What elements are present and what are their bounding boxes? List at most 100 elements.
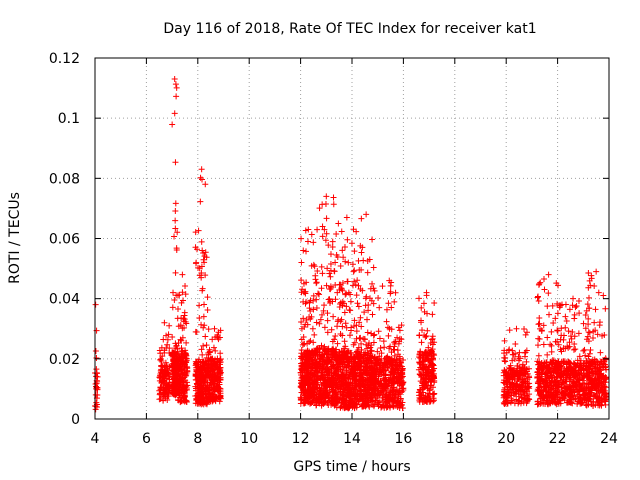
data-point [358, 266, 365, 273]
data-point [310, 306, 317, 313]
data-point [571, 340, 578, 347]
data-point [425, 344, 432, 351]
data-point [201, 301, 208, 308]
data-point [333, 230, 340, 237]
data-point [329, 354, 336, 361]
data-point [357, 387, 364, 394]
data-point [417, 392, 424, 399]
data-point [509, 357, 516, 364]
data-point [195, 227, 202, 234]
data-point [307, 297, 314, 304]
data-point [324, 365, 331, 372]
data-point [316, 358, 323, 365]
data-point [336, 377, 343, 384]
data-point [299, 341, 306, 348]
data-point [171, 76, 178, 83]
data-point [376, 335, 383, 342]
data-point [166, 345, 173, 352]
data-point [353, 322, 360, 329]
data-point [566, 306, 573, 313]
data-point [183, 339, 190, 346]
data-point [308, 231, 315, 238]
data-point [416, 359, 423, 366]
data-point [522, 353, 528, 360]
data-point [195, 389, 202, 396]
data-point [308, 313, 315, 320]
data-point [355, 303, 362, 310]
data-point [537, 388, 544, 395]
data-point [544, 365, 551, 372]
data-point [567, 333, 574, 340]
data-point [343, 364, 350, 371]
data-point [354, 362, 361, 369]
data-point [172, 225, 179, 232]
data-point [161, 366, 168, 373]
data-point [540, 322, 547, 329]
x-tick-label: 22 [549, 431, 567, 447]
data-point [333, 404, 340, 411]
data-point [422, 372, 429, 379]
data-point [546, 382, 553, 389]
data-point [354, 277, 361, 284]
data-point [323, 193, 330, 200]
data-point [319, 270, 326, 277]
data-point [322, 349, 329, 356]
data-point [522, 331, 529, 338]
data-point [171, 297, 178, 304]
data-point [330, 201, 337, 208]
data-point [595, 289, 602, 296]
data-point [158, 356, 165, 363]
data-point [429, 333, 436, 340]
data-point [200, 313, 207, 320]
data-point [319, 223, 326, 230]
data-point [514, 377, 521, 384]
y-tick-label: 0.02 [49, 352, 80, 368]
data-point [349, 261, 356, 268]
data-point [377, 345, 384, 352]
data-point [369, 236, 376, 243]
data-point [399, 373, 406, 380]
data-point [397, 370, 404, 377]
data-point [319, 361, 326, 368]
data-point [540, 365, 547, 372]
data-point [587, 346, 594, 353]
data-point [297, 377, 304, 384]
data-point [212, 398, 219, 405]
data-point [334, 289, 341, 296]
data-point [310, 292, 317, 299]
data-point [183, 320, 190, 327]
data-point [420, 300, 427, 307]
data-point [399, 399, 406, 406]
data-point [428, 369, 435, 376]
data-point [429, 391, 436, 398]
data-point [339, 371, 346, 378]
data-point [166, 322, 173, 329]
data-point [423, 375, 430, 382]
data-point [305, 355, 312, 362]
data-point [571, 379, 578, 386]
data-point [350, 341, 357, 348]
data-point [174, 292, 181, 299]
data-point [172, 81, 179, 88]
data-point [523, 400, 530, 407]
data-point [198, 238, 205, 245]
data-point [345, 289, 352, 296]
data-point [182, 351, 189, 358]
data-point [193, 329, 200, 336]
data-point [358, 369, 365, 376]
data-point [387, 282, 394, 289]
data-point [551, 389, 558, 396]
data-point [376, 304, 383, 311]
data-point [326, 351, 333, 358]
data-point [389, 371, 396, 378]
data-point [205, 386, 212, 393]
data-point [374, 360, 381, 367]
data-point [217, 392, 224, 399]
data-point [342, 258, 349, 265]
data-point [536, 359, 543, 366]
data-point [178, 358, 185, 365]
data-point [325, 345, 332, 352]
data-point [177, 376, 184, 383]
data-point [383, 359, 390, 366]
data-point [584, 301, 591, 308]
